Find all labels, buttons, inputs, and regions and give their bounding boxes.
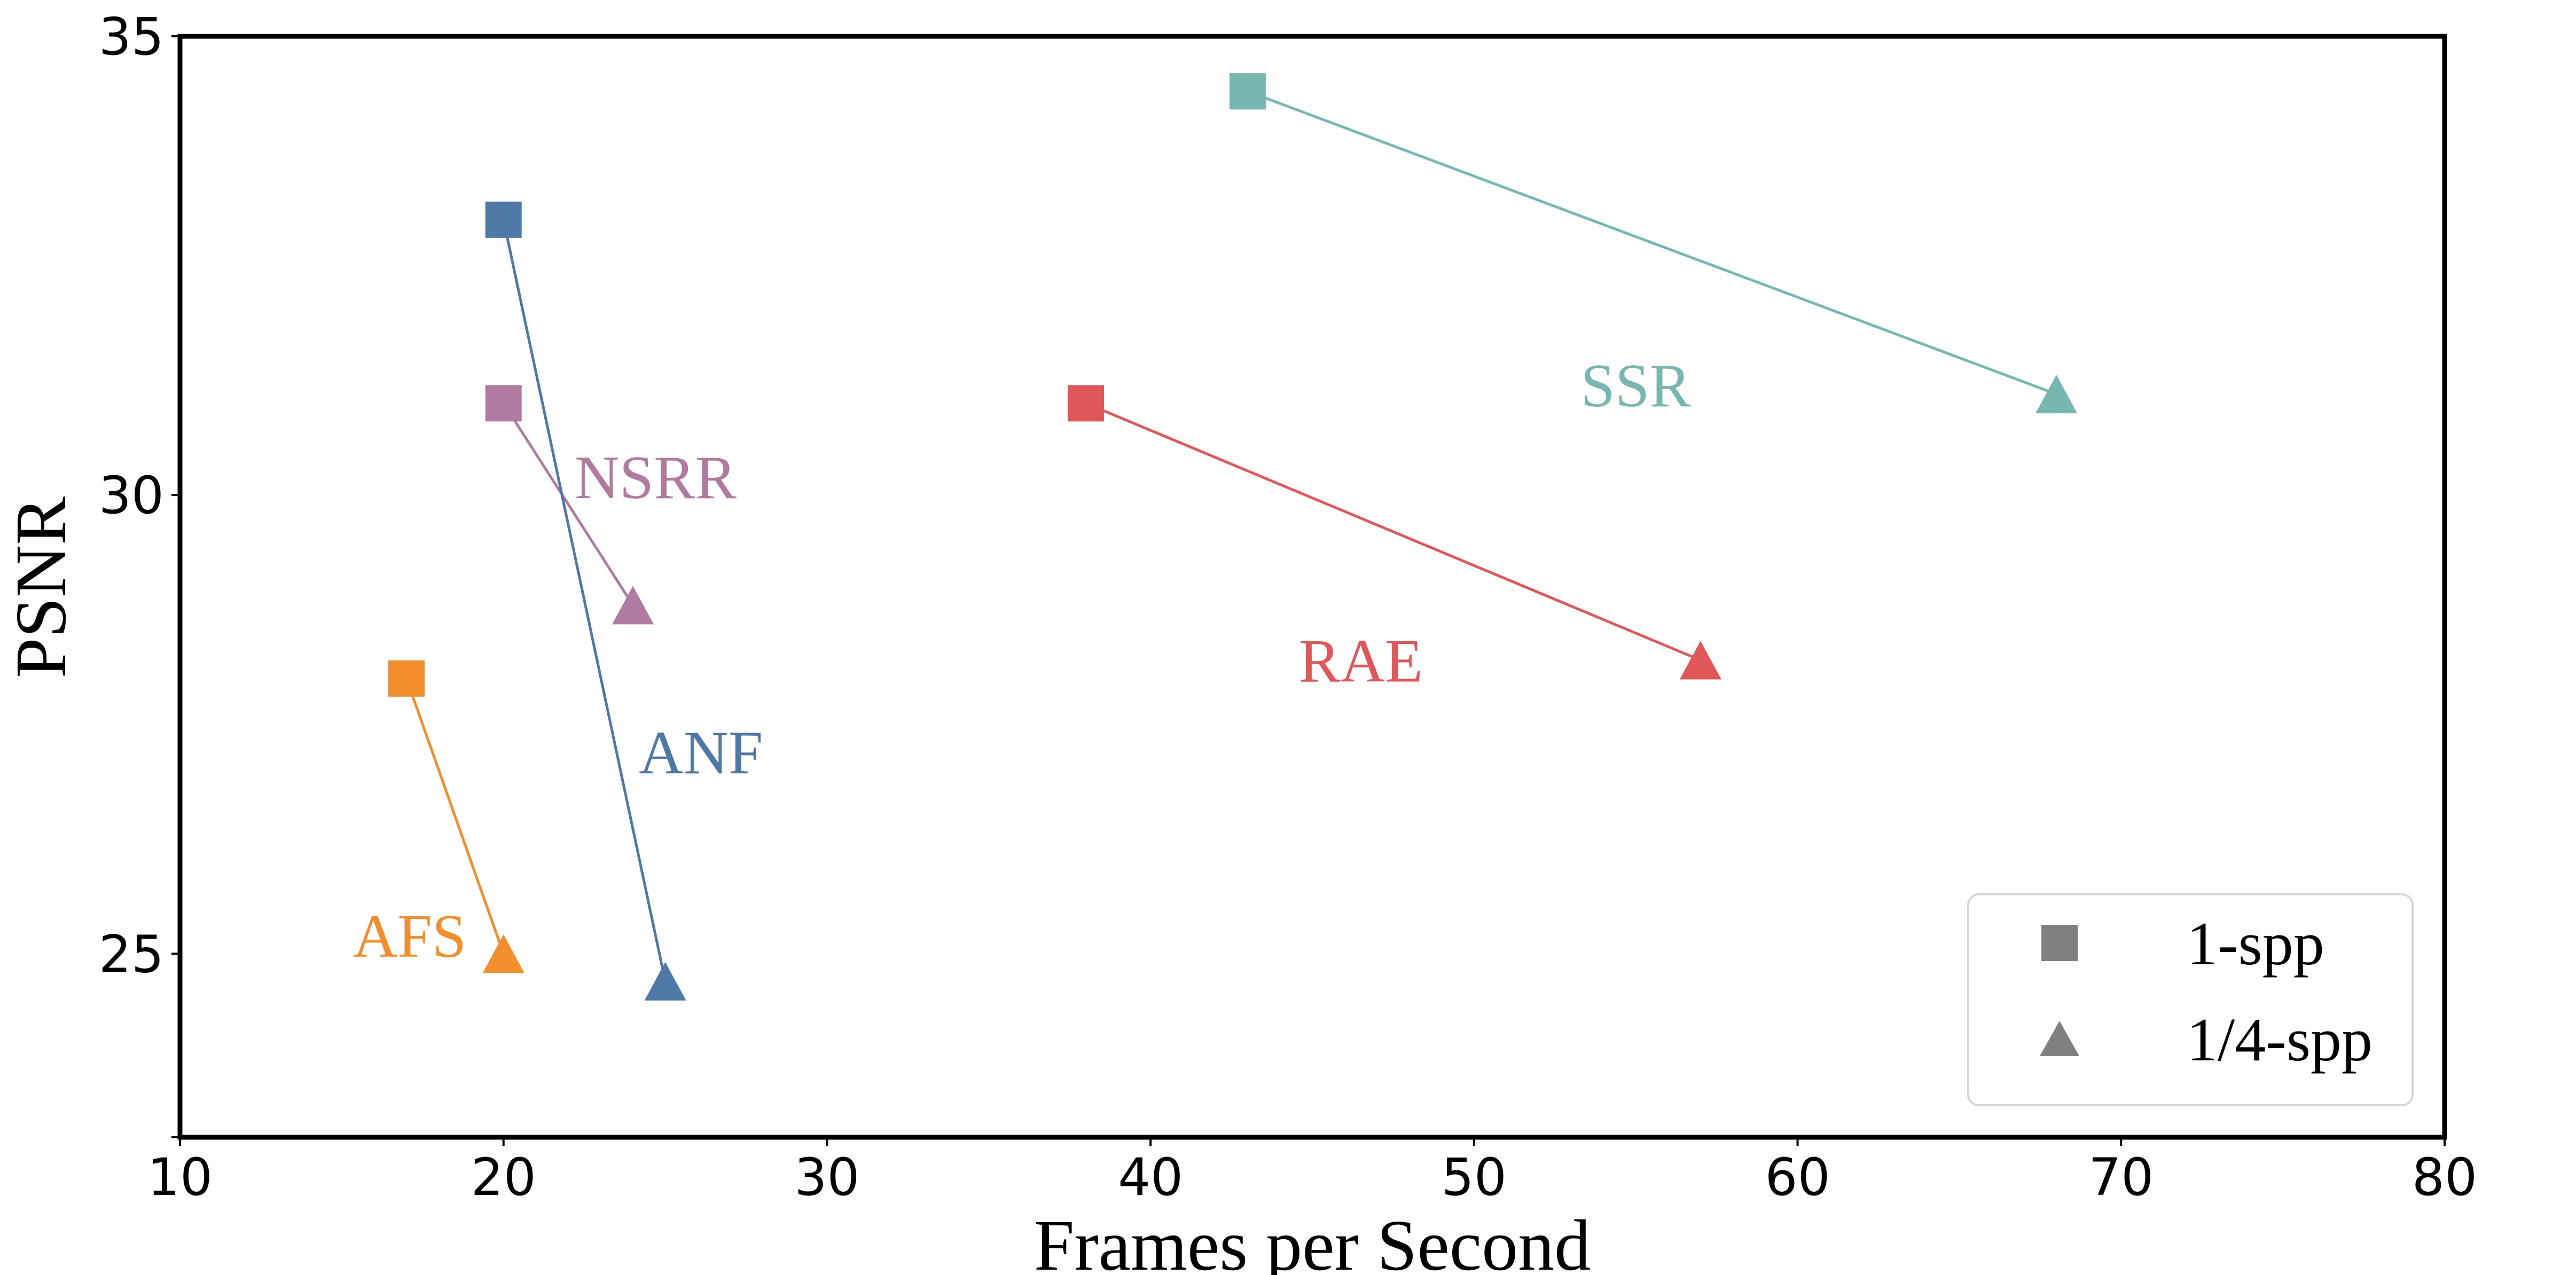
y-axis-title: PSNR <box>1 497 81 678</box>
anf-label: ANF <box>639 719 763 787</box>
legend-label-quarter-spp: 1/4-spp <box>2187 1006 2373 1074</box>
plot-frame <box>177 34 2447 1140</box>
series-ssr: SSR <box>1229 73 2078 420</box>
legend-box <box>1967 893 2414 1106</box>
ssr-point-1spp <box>1229 73 1266 110</box>
legend: 1-spp 1/4-spp <box>1967 893 2414 1106</box>
legend-label-1spp: 1-spp <box>2187 910 2324 978</box>
afs-point-1spp <box>388 660 425 697</box>
nsrr-label: NSRR <box>575 444 737 512</box>
afs-label: AFS <box>353 902 467 971</box>
legend-square-marker <box>2041 925 2078 961</box>
series-afs: AFS <box>353 660 524 973</box>
x-tick-label: 20 <box>471 1147 536 1207</box>
ssr-point-quarter-spp <box>2035 375 2078 414</box>
rae-line <box>1085 402 1701 662</box>
x-tick-label: 40 <box>1118 1147 1183 1207</box>
y-axis: 25 30 35 <box>99 7 180 1138</box>
anf-line <box>502 219 667 982</box>
y-tick-label: 25 <box>99 924 164 984</box>
rae-label: RAE <box>1299 627 1423 695</box>
nsrr-point-1spp <box>485 385 522 422</box>
nsrr-point-quarter-spp <box>612 586 654 625</box>
rae-point-1spp <box>1068 385 1104 422</box>
series-rae: RAE <box>1068 385 1721 695</box>
plot-series: SSR RAE NSRR ANF AFS <box>353 73 2078 1001</box>
x-axis: 10 20 30 40 50 60 70 80 <box>147 1137 2477 1207</box>
ssr-label: SSR <box>1581 352 1692 420</box>
rae-point-quarter-spp <box>1679 641 1721 680</box>
x-tick-label: 10 <box>147 1147 213 1207</box>
nsrr-line <box>502 402 635 606</box>
series-anf: ANF <box>485 201 763 1001</box>
afs-point-quarter-spp <box>482 934 524 973</box>
y-tick-label: 30 <box>99 466 164 525</box>
x-tick-label: 60 <box>1765 1147 1830 1207</box>
x-axis-title: Frames per Second <box>1034 1206 1591 1275</box>
anf-point-1spp <box>485 201 522 238</box>
ssr-line <box>1247 90 2057 396</box>
x-tick-label: 70 <box>2088 1147 2154 1207</box>
legend-triangle-marker <box>2040 1021 2079 1056</box>
x-tick-label: 50 <box>1442 1147 1507 1207</box>
y-tick-label: 35 <box>99 7 164 67</box>
series-nsrr: NSRR <box>485 385 737 625</box>
x-tick-label: 30 <box>794 1147 859 1207</box>
x-tick-label: 80 <box>2412 1147 2477 1207</box>
afs-line <box>405 678 505 955</box>
anf-point-quarter-spp <box>644 962 686 1001</box>
